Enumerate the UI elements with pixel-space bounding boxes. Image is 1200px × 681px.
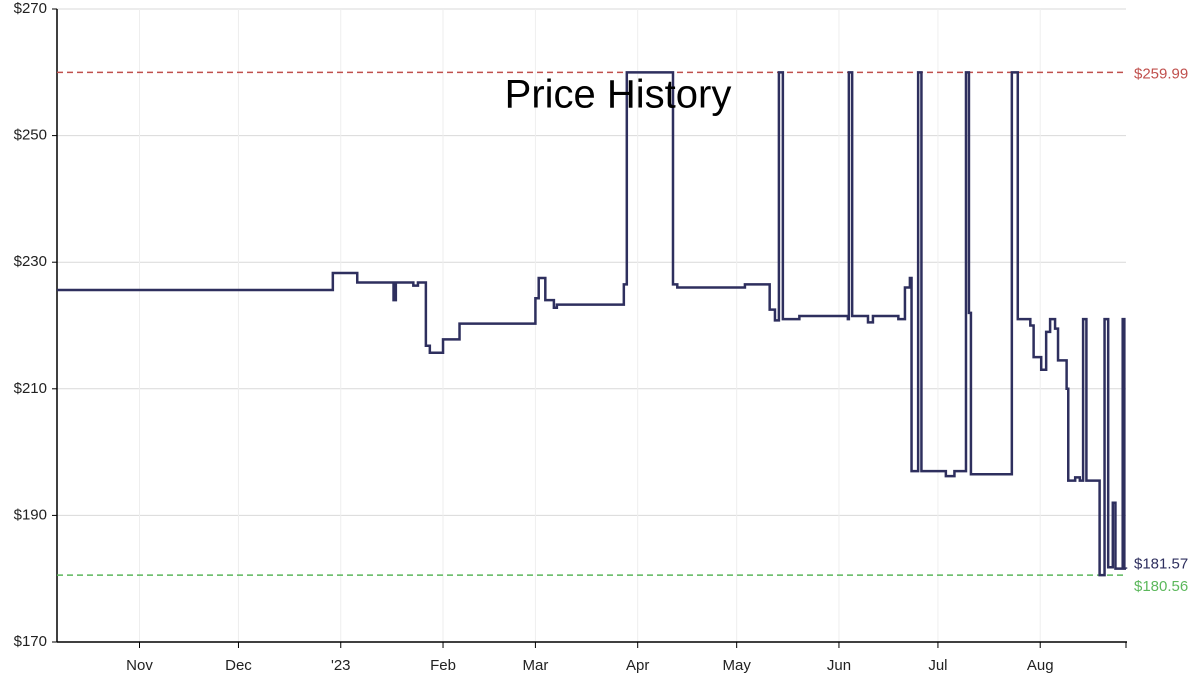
y-tick-label: $270 (14, 0, 47, 17)
price-line (57, 71, 1128, 577)
chart-title: Price History (505, 73, 732, 117)
y-tick-label: $170 (14, 633, 47, 650)
y-tick-label: $210 (14, 380, 47, 397)
reference-label: $259.99 (1134, 65, 1188, 82)
grid (52, 8, 1127, 648)
x-tick-label: Nov (126, 657, 153, 674)
x-tick-label: Jun (827, 657, 851, 674)
plot (57, 71, 1128, 577)
x-tick-label: '23 (331, 657, 351, 674)
x-tick-label: Aug (1027, 657, 1054, 674)
x-tick-label: Dec (225, 657, 252, 674)
y-tick-label: $250 (14, 127, 47, 144)
reference-label: $180.56 (1134, 578, 1188, 595)
x-tick-label: Feb (430, 657, 456, 674)
last-price-label: $181.57 (1134, 556, 1188, 573)
x-tick-label: Mar (522, 657, 548, 674)
x-tick-label: May (723, 657, 752, 674)
x-tick-label: Apr (626, 657, 649, 674)
y-tick-label: $190 (14, 506, 47, 523)
y-tick-label: $230 (14, 253, 47, 270)
x-tick-label: Jul (928, 657, 947, 674)
